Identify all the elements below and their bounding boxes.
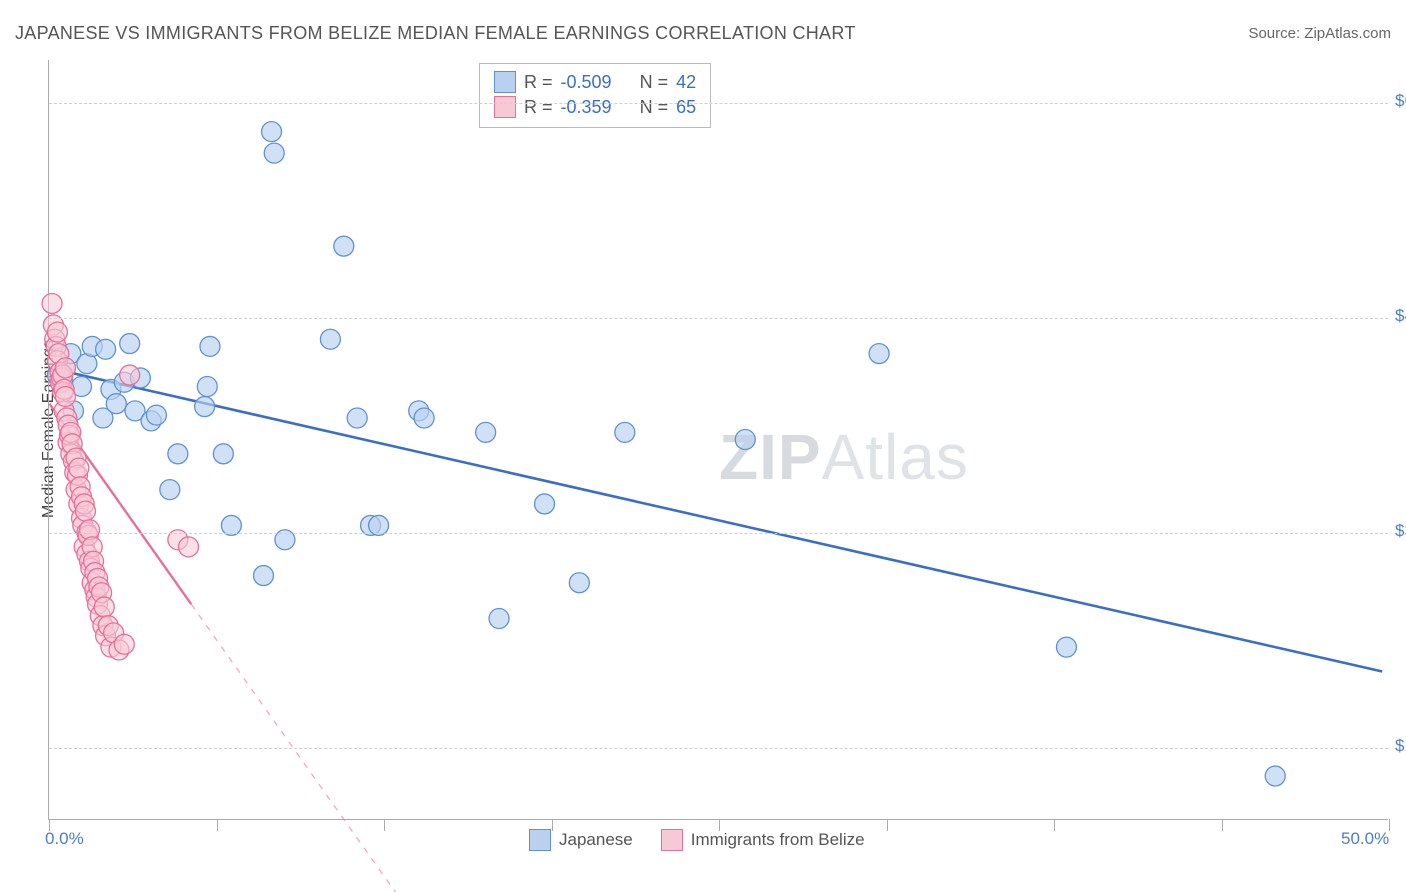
data-point [254, 566, 274, 586]
stats-row: R = -0.359 N = 65 [494, 96, 696, 118]
data-point [146, 405, 166, 425]
data-point [489, 609, 509, 629]
chart-title: JAPANESE VS IMMIGRANTS FROM BELIZE MEDIA… [15, 23, 856, 44]
x-tick [1222, 819, 1223, 831]
data-point [569, 573, 589, 593]
r-value: -0.359 [561, 97, 612, 118]
data-point [1265, 766, 1285, 786]
data-point [195, 397, 215, 417]
data-point [264, 143, 284, 163]
data-point [55, 387, 75, 407]
data-point [213, 444, 233, 464]
data-point [262, 122, 282, 142]
legend-label: Immigrants from Belize [691, 830, 865, 850]
gridline [49, 103, 1388, 104]
data-point [535, 494, 555, 514]
legend-item: Immigrants from Belize [661, 829, 865, 851]
data-point [197, 377, 217, 397]
data-point [94, 597, 114, 617]
data-point [168, 444, 188, 464]
trend-line [49, 368, 1382, 672]
legend-swatch [529, 829, 551, 851]
data-point [76, 501, 96, 521]
data-point [334, 236, 354, 256]
data-point [179, 537, 199, 557]
data-point [55, 358, 75, 378]
x-tick-label: 0.0% [45, 829, 84, 849]
x-tick-label: 50.0% [1341, 829, 1389, 849]
data-point [160, 480, 180, 500]
data-point [1056, 637, 1076, 657]
stats-box: R = -0.509 N = 42 R = -0.359 N = 65 [479, 63, 711, 128]
data-point [476, 422, 496, 442]
y-tick-label: $45,000 [1395, 306, 1406, 326]
data-point [320, 329, 340, 349]
legend-swatch [661, 829, 683, 851]
chart-svg [49, 60, 1388, 819]
plot-area: ZIPAtlas R =-0.509N =42R =-0.359N =65 Ja… [48, 60, 1388, 820]
y-tick-label: $15,000 [1395, 736, 1406, 756]
data-point [869, 344, 889, 364]
header: JAPANESE VS IMMIGRANTS FROM BELIZE MEDIA… [15, 18, 1391, 48]
x-tick [384, 819, 385, 831]
n-value: 42 [676, 72, 696, 93]
gridline [49, 748, 1388, 749]
x-tick [719, 819, 720, 831]
source-label: Source: ZipAtlas.com [1248, 25, 1391, 42]
data-point [615, 422, 635, 442]
stats-swatch [494, 96, 516, 118]
r-label: R = [524, 97, 553, 118]
data-point [69, 458, 89, 478]
data-point [106, 394, 126, 414]
data-point [47, 322, 67, 342]
data-point [114, 634, 134, 654]
x-tick [1054, 819, 1055, 831]
x-tick [887, 819, 888, 831]
stats-swatch [494, 71, 516, 93]
data-point [735, 430, 755, 450]
gridline [49, 533, 1388, 534]
r-label: R = [524, 72, 553, 93]
n-label: N = [640, 97, 669, 118]
y-tick-label: $60,000 [1395, 91, 1406, 111]
stats-row: R = -0.509 N = 42 [494, 71, 696, 93]
gridline [49, 318, 1388, 319]
legend-item: Japanese [529, 829, 633, 851]
data-point [120, 334, 140, 354]
data-point [120, 365, 140, 385]
n-value: 65 [676, 97, 696, 118]
y-tick-label: $30,000 [1395, 521, 1406, 541]
legend: Japanese Immigrants from Belize [529, 829, 865, 851]
data-point [96, 339, 116, 359]
data-point [42, 293, 62, 313]
data-point [200, 336, 220, 356]
data-point [347, 408, 367, 428]
legend-label: Japanese [559, 830, 633, 850]
n-label: N = [640, 72, 669, 93]
data-point [414, 408, 434, 428]
x-tick [552, 819, 553, 831]
x-tick [217, 819, 218, 831]
r-value: -0.509 [561, 72, 612, 93]
